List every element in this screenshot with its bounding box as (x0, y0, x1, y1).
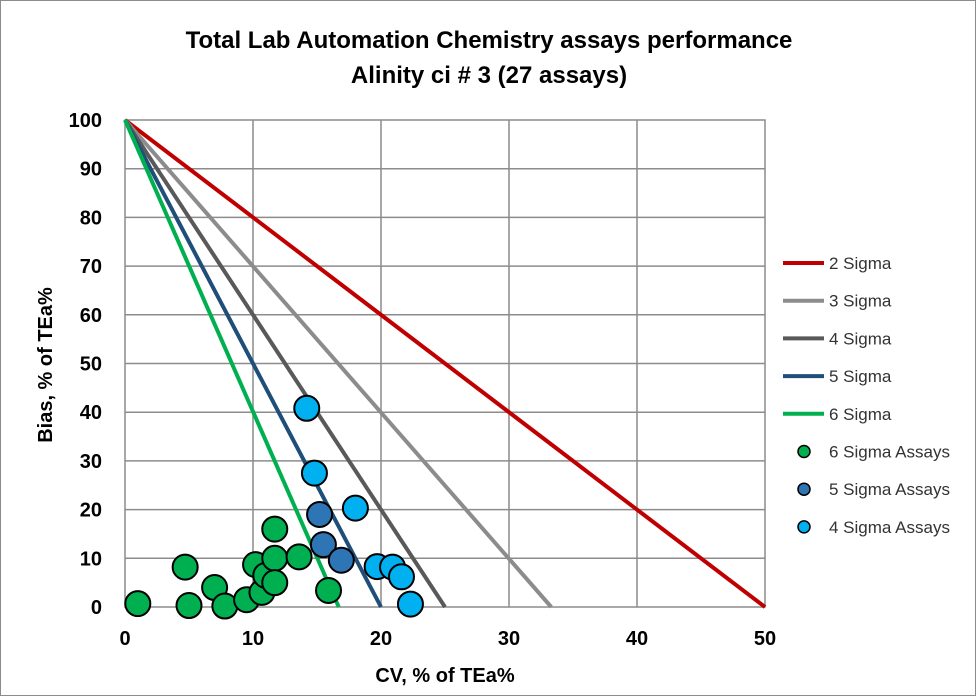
assay-point (261, 515, 289, 543)
assay-point (261, 569, 289, 597)
tick-labels: 0 10 20 30 40 50 0 10 20 30 40 50 60 70 80 90 100 (69, 110, 777, 650)
sigma-line (123, 119, 383, 608)
x-tick-label: 50 (754, 628, 776, 650)
assay-point (387, 563, 415, 591)
legend-label: 4 Sigma (829, 329, 892, 348)
legend-label: 6 Sigma (829, 405, 892, 424)
assay-point (306, 500, 334, 528)
sigma-line (123, 118, 447, 609)
assay-point (293, 394, 321, 422)
assay-point (327, 546, 355, 574)
legend-marker-swatch (797, 482, 811, 496)
legend-label: 4 Sigma Assays (829, 518, 950, 537)
chart-subtitle: Alinity ci # 3 (27 assays) (351, 62, 627, 89)
y-tick-label: 60 (80, 305, 102, 327)
assay-point (315, 576, 343, 604)
sigma-lines (123, 118, 767, 609)
x-axis-label: CV, % of TEa% (375, 665, 515, 687)
assay-point (285, 543, 313, 571)
legend-label: 3 Sigma (829, 292, 892, 311)
x-tick-label: 20 (370, 628, 392, 650)
sigma-line (123, 119, 341, 608)
legend-label: 5 Sigma Assays (829, 480, 950, 499)
y-tick-label: 10 (80, 548, 102, 570)
y-tick-label: 70 (80, 256, 102, 278)
assay-point (396, 590, 424, 618)
y-tick-label: 100 (69, 110, 102, 132)
y-axis-label: Bias, % of TEa% (35, 287, 57, 443)
legend-marker-swatch (797, 520, 811, 534)
assay-points (124, 394, 424, 620)
y-tick-label: 80 (80, 207, 102, 229)
y-tick-label: 30 (80, 451, 102, 473)
sigma-line (123, 118, 553, 609)
x-tick-label: 40 (626, 628, 648, 650)
x-tick-label: 30 (498, 628, 520, 650)
assay-point (124, 590, 152, 618)
legend-label: 6 Sigma Assays (829, 443, 950, 462)
assay-point (175, 592, 203, 620)
assay-point (341, 494, 369, 522)
x-tick-label: 10 (242, 628, 264, 650)
chart-title: Total Lab Automation Chemistry assays pe… (186, 27, 793, 54)
legend-label: 5 Sigma (829, 367, 892, 386)
legend-marker-swatch (797, 444, 811, 459)
sigma-line (123, 118, 767, 609)
x-tick-label: 0 (119, 628, 130, 650)
y-tick-label: 40 (80, 402, 102, 424)
assay-point (309, 531, 337, 559)
assay-point (300, 459, 328, 487)
y-tick-label: 90 (80, 159, 102, 181)
assay-point (261, 544, 289, 572)
legend: 2 Sigma 3 Sigma 4 Sigma 5 Sigma 6 Sigma 6 Sig… (783, 254, 950, 537)
legend-label: 2 Sigma (829, 254, 892, 273)
y-tick-label: 0 (91, 597, 102, 619)
y-tick-label: 50 (80, 354, 102, 376)
y-tick-label: 20 (80, 500, 102, 522)
assay-point (171, 553, 199, 581)
